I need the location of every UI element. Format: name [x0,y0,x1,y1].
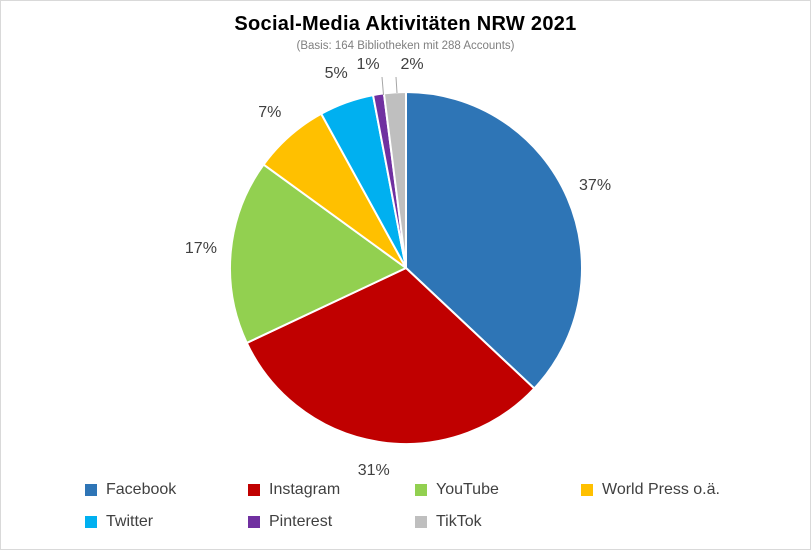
legend-item-instagram: Instagram [248,481,415,499]
data-label-pinterest: 1% [356,56,380,73]
legend-label: TikTok [436,513,482,530]
data-label-instagram: 31% [357,462,390,480]
legend-item-twitter: Twitter [85,513,248,531]
legend-swatch-youtube [415,484,427,496]
pie-slice-tiktok [382,91,407,269]
legend: Facebook Instagram YouTube World Press o.ä.… [85,481,720,531]
chart-subtitle: (Basis: 164 Bibliotheken mit 288 Account… [296,40,515,52]
legend-label: Instagram [269,481,341,498]
leader-line-pinterest [381,76,384,96]
legend-label: World Press o.ä. [602,481,720,498]
data-label-world-press-o: 7% [258,104,282,122]
legend-item-youtube: YouTube [415,481,581,499]
legend-item-pinterest: Pinterest [248,513,415,531]
legend-label: Facebook [106,481,177,498]
data-label-youtube: 17% [184,239,217,257]
legend-swatch-pinterest [248,516,260,528]
pie-slice-youtube [229,163,407,344]
legend-swatch-tiktok [415,516,427,528]
legend-label: YouTube [436,481,499,498]
legend-item-facebook: Facebook [85,481,248,499]
data-label-facebook: 37% [579,177,612,195]
legend-swatch-facebook [85,484,97,496]
legend-swatch-twitter [85,516,97,528]
legend-label: Twitter [106,513,154,530]
legend-item-tiktok: TikTok [415,513,581,531]
data-label-twitter: 5% [324,65,348,83]
chart-title: Social-Media Aktivitäten NRW 2021 [234,13,577,35]
legend-swatch-world-press-o [581,484,593,496]
legend-item-world-press-o: World Press o.ä. [581,481,720,499]
leader-line-tiktok [395,76,398,94]
pie-slice-instagram [245,267,536,445]
data-label-tiktok: 2% [400,56,424,73]
legend-swatch-instagram [248,484,260,496]
legend-label: Pinterest [269,513,333,530]
pie-slice-facebook [405,91,583,390]
